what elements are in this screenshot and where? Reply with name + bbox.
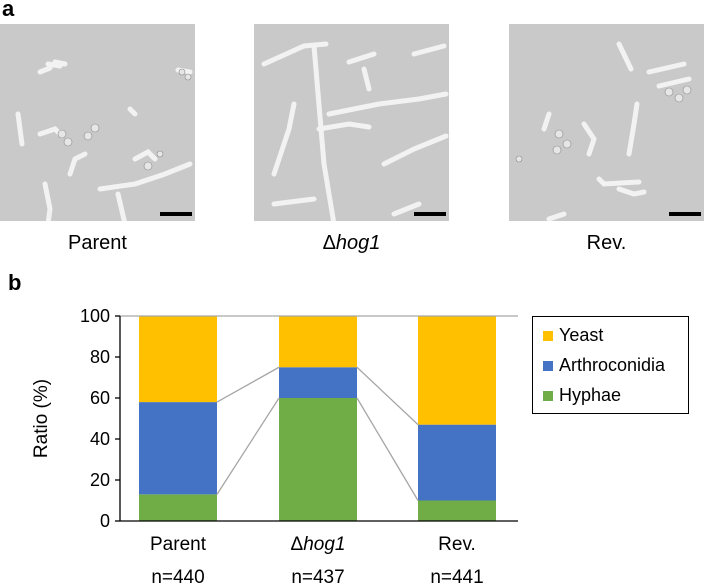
y-axis-label: Ratio (%) xyxy=(31,379,52,458)
n-label: n=440 xyxy=(151,567,204,584)
bar-segment-hyphae xyxy=(279,398,357,521)
micrograph-label-parent: Parent xyxy=(68,232,127,254)
bar-segment-arthroconidia xyxy=(418,424,496,501)
bar-segment-yeast xyxy=(418,316,496,425)
scale-bar xyxy=(160,212,192,216)
y-tick-label: 40 xyxy=(90,429,110,449)
legend-label: Yeast xyxy=(559,325,604,345)
bar-segment-hyphae xyxy=(139,494,217,521)
micrograph-label-rev: Rev. xyxy=(586,232,627,254)
legend-swatch xyxy=(543,330,553,341)
scale-bar xyxy=(669,212,701,216)
micrograph-label-hog1: Δhog1 xyxy=(322,232,381,254)
legend-label: Hyphae xyxy=(559,385,622,405)
connector-line xyxy=(216,397,280,495)
cells-rev xyxy=(515,41,692,221)
micrograph-hog1 xyxy=(254,24,449,221)
micrograph-parent xyxy=(0,24,195,221)
y-tick-label: 0 xyxy=(100,511,110,531)
x-tick-label: Δhog1 xyxy=(291,534,346,555)
scale-bar xyxy=(414,212,446,216)
cells-hog1 xyxy=(261,41,449,221)
y-tick-label: 100 xyxy=(80,306,110,326)
panel-a-letter: a xyxy=(2,0,15,21)
stacked-bar-chart: 0 20 40 60 80 100 Ratio (%) Parent n=440 Δhog1 n=4… xyxy=(31,306,518,584)
panel-b-letter: b xyxy=(8,270,22,295)
n-label: n=437 xyxy=(291,567,344,584)
legend-item-yeast: Yeast xyxy=(543,325,603,346)
y-tick-label: 80 xyxy=(90,347,110,367)
x-tick-label: Parent xyxy=(150,534,207,555)
connector-line xyxy=(356,366,419,426)
y-tick-label: 60 xyxy=(90,388,110,408)
chart-legend: Yeast Arthroconidia Hyphae xyxy=(532,316,689,414)
legend-swatch xyxy=(543,360,553,371)
connector-line xyxy=(216,366,280,403)
micrograph-rev xyxy=(509,24,704,221)
connector-line xyxy=(356,397,419,501)
bar-segment-arthroconidia xyxy=(139,402,217,495)
bar-segment-arthroconidia xyxy=(279,367,357,398)
bar-segment-yeast xyxy=(279,316,357,368)
cells-parent xyxy=(15,59,193,221)
legend-item-arthroconidia: Arthroconidia xyxy=(543,355,665,376)
legend-item-hyphae: Hyphae xyxy=(543,385,621,406)
legend-label: Arthroconidia xyxy=(559,355,666,375)
bar-segment-hyphae xyxy=(418,500,496,521)
bar-segment-yeast xyxy=(139,316,217,403)
legend-swatch xyxy=(543,390,553,401)
y-tick-label: 20 xyxy=(90,470,110,490)
x-tick-label: Rev. xyxy=(438,534,476,555)
n-label: n=441 xyxy=(430,567,483,584)
